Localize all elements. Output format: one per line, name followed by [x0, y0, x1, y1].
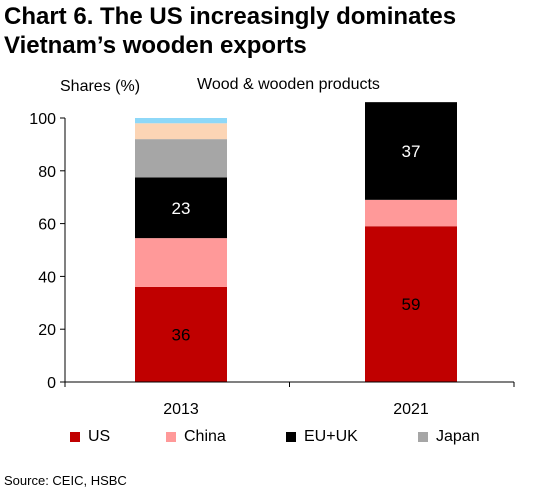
stacked-bar-chart: 36 23 59 37 0 20 40 60 80 100 2013 2021	[29, 102, 515, 418]
data-label-2013-series-0: 36	[172, 325, 191, 344]
data-label-2013-series-2: 23	[172, 199, 191, 218]
source-note: Source: CEIC, HSBC	[4, 473, 127, 488]
legend-swatch-china	[166, 432, 176, 442]
x-tick-label-2021: 2021	[393, 401, 429, 418]
bar-2013-series-3	[135, 139, 227, 178]
data-label-2021-series-2: 37	[402, 142, 421, 161]
bar-2021-series-2	[365, 102, 457, 200]
bar-2013-series-5	[135, 118, 227, 124]
legend-item-eu-uk: EU+UK	[286, 428, 358, 446]
chart-subtitle: Wood & wooden products	[197, 76, 380, 93]
legend-label-japan: Japan	[436, 428, 480, 445]
chart-title-line-2: Vietnam’s wooden exports	[4, 32, 307, 59]
legend-item-china: China	[166, 428, 226, 446]
bar-2021-series-1	[365, 199, 457, 227]
legend: US China EU+UK Japan	[60, 428, 530, 450]
bar-2013-series-1	[135, 238, 227, 287]
y-tick-label-80: 80	[38, 164, 56, 181]
y-tick-label-20: 20	[38, 322, 56, 339]
legend-item-japan: Japan	[418, 428, 480, 446]
y-tick-label-100: 100	[29, 111, 56, 128]
legend-item-us: US	[70, 428, 110, 446]
legend-label-us: US	[88, 428, 111, 445]
chart-title-line-1: Chart 6. The US increasingly dominates	[4, 3, 457, 30]
legend-label-china: China	[184, 428, 226, 445]
bar-2013-series-2	[135, 177, 227, 239]
data-label-2021-series-0: 59	[402, 295, 421, 314]
y-tick-label-60: 60	[38, 217, 56, 234]
x-tick-label-2013: 2013	[163, 401, 199, 418]
bar-2013-series-0	[135, 286, 227, 382]
bar-2013-series-4	[135, 123, 227, 140]
bar-2021-series-0	[365, 226, 457, 382]
legend-label-eu-uk: EU+UK	[304, 428, 358, 445]
y-axis-label: Shares (%)	[60, 78, 141, 95]
y-tick-label-0: 0	[47, 375, 56, 392]
legend-swatch-eu-uk	[286, 432, 296, 442]
legend-swatch-japan	[418, 432, 428, 442]
y-tick-label-40: 40	[38, 269, 56, 286]
chart-title-block: Chart 6. The US increasingly dominates V…	[4, 2, 529, 60]
legend-swatch-us	[70, 432, 80, 442]
